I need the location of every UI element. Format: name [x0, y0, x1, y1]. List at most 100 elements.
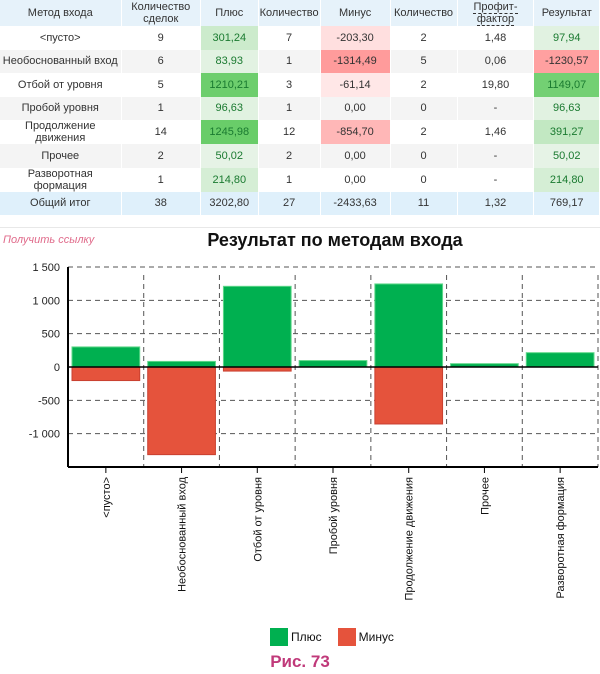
bar-minus[interactable] [374, 366, 444, 425]
table-cell: 1,46 [457, 120, 535, 144]
column-header[interactable]: Профит-фактор [457, 0, 535, 26]
table-cell: Отбой от уровня [0, 73, 122, 97]
column-header-label: Плюс [215, 7, 244, 19]
bar-plus[interactable] [147, 360, 216, 368]
table-cell: 38 [121, 191, 201, 215]
table-cell: 27 [258, 191, 321, 215]
table-cell: 14 [121, 120, 201, 144]
get-link[interactable]: Получить ссылку [3, 234, 95, 246]
column-header: Количество [390, 0, 458, 26]
table-cell: Общий итог [0, 191, 122, 215]
table-row: Прочее 2 50,02 2 0,00 0-50,02 [0, 144, 600, 168]
table-cell: 0,00 [320, 96, 391, 120]
column-header: Плюс [200, 0, 259, 26]
x-tick-label: Пробой уровня [328, 477, 340, 554]
legend-label: Минус [358, 630, 394, 644]
table-cell: Необоснованный вход [0, 49, 122, 73]
y-tick-label: -1 000 [29, 429, 60, 441]
total-row: Общий итог 38 3202,80 27 -2433,63 11 1,32 769,1… [0, 191, 600, 215]
table-cell: -203,30 [320, 26, 391, 50]
column-header-label: Количество [259, 7, 319, 19]
column-header-label: Количество сделок [131, 1, 191, 25]
table-cell: 1149,07 [533, 73, 600, 97]
table-cell: 1 [258, 96, 321, 120]
table-cell: 214,80 [533, 167, 600, 192]
table-cell: 391,27 [533, 120, 600, 144]
table-row: Отбой от уровня 5 1210,21 3 -61,14 2 19,80 1149… [0, 73, 600, 97]
bar-chart: 1 500 1 000 500 0 -500 -1 000 <пусто> Необоснов… [29, 262, 599, 601]
bar-plus[interactable] [298, 360, 368, 368]
table-cell: 0,00 [320, 144, 391, 168]
y-tick-label: 500 [42, 329, 60, 341]
table-cell: 3202,80 [200, 191, 259, 215]
table-cell: 6 [121, 49, 201, 73]
table-cell: 50,02 [200, 144, 259, 168]
table-cell: - [457, 96, 535, 120]
column-header-label: Профит-фактор [473, 1, 518, 26]
table-cell: Продолжение движения [0, 120, 122, 144]
legend-swatch-plus [270, 628, 288, 646]
table-cell: 1245,98 [200, 120, 259, 144]
legend-item-plus[interactable]: Плюс [270, 628, 322, 646]
y-tick-label: 1 000 [32, 295, 60, 307]
table-cell: -1314,49 [320, 49, 391, 73]
bar-minus[interactable] [71, 366, 141, 382]
table-row: Необоснованный вход 6 83,93 1 -1314,49 5 0,06-… [0, 49, 600, 73]
table-cell: 3 [258, 73, 321, 97]
column-header: Минус [320, 0, 391, 26]
table-cell: 2 [390, 26, 458, 50]
column-header-label: Метод входа [27, 7, 93, 19]
table-cell: -1230,57 [533, 49, 600, 73]
chart-title: Результат по методам входа [207, 230, 463, 250]
bar-minus[interactable] [147, 366, 216, 456]
figure-caption: Рис. 73 [270, 652, 330, 671]
x-tick-label: Отбой от уровня [252, 477, 264, 562]
column-header-label: Результат [541, 7, 592, 19]
table-cell: -61,14 [320, 73, 391, 97]
bar-plus[interactable] [525, 352, 595, 368]
bar-plus[interactable] [71, 346, 141, 368]
table-cell: 1,32 [457, 191, 535, 215]
table-cell: Прочее [0, 144, 122, 168]
legend: Плюс Минус [270, 628, 394, 646]
table-cell: 2 [390, 120, 458, 144]
divider [0, 227, 600, 228]
legend-item-minus[interactable]: Минус [337, 628, 394, 646]
legend-label: Плюс [291, 630, 322, 644]
table-cell: - [457, 144, 535, 168]
bar-plus[interactable] [374, 283, 444, 368]
table-row: <пусто> 9 301,24 7 -203,30 2 1,48 97,94 [0, 26, 600, 50]
table-cell: -854,70 [320, 120, 391, 144]
table-cell: - [457, 167, 535, 192]
table-cell: 97,94 [533, 26, 600, 50]
y-tick-label: -500 [38, 395, 60, 407]
table-cell: 83,93 [200, 49, 259, 73]
table-cell: 301,24 [200, 26, 259, 50]
table-cell: 11 [390, 191, 458, 215]
table-row: Разворотная формация 1 214,80 1 0,00 0-214,80 [0, 167, 600, 192]
table-cell: 7 [258, 26, 321, 50]
x-tick-label: Разворотная формация [555, 477, 567, 598]
table-cell: 0 [390, 144, 458, 168]
x-tick-label: Необоснованный вход [177, 476, 189, 591]
table-cell: 12 [258, 120, 321, 144]
x-tick-label: Прочее [479, 477, 491, 515]
table-cell: 19,80 [457, 73, 535, 97]
table-cell: Пробой уровня [0, 96, 122, 120]
table-cell: 1210,21 [200, 73, 259, 97]
column-header-label: Количество [393, 7, 454, 19]
table-cell: 1 [121, 167, 201, 192]
y-tick-label: 1 500 [32, 262, 60, 274]
table-cell: 1 [258, 49, 321, 73]
table-cell: 1 [121, 96, 201, 120]
bar-plus[interactable] [222, 285, 292, 368]
table-cell: 0,00 [320, 167, 391, 192]
table-cell: 214,80 [200, 167, 259, 192]
table-row: Продолжение движения 14 1245,98 12 -854,70 2 1… [0, 120, 600, 144]
column-header: Метод входа [0, 0, 122, 26]
y-tick-label: 0 [54, 362, 60, 374]
table-row: Пробой уровня 1 96,63 1 0,00 0-96,63 [0, 96, 600, 120]
x-tick-label: <пусто> [101, 477, 113, 518]
column-header: Количество сделок [121, 0, 201, 26]
table-cell: <пусто> [0, 26, 122, 50]
